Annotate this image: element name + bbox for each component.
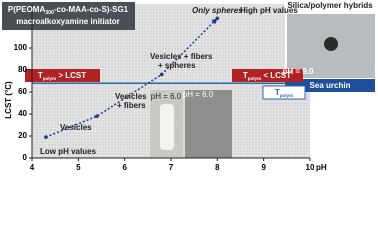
annotation: Tpolym [275, 88, 293, 98]
subscript: polym [248, 76, 261, 81]
annotation: Sea urchin [310, 81, 351, 90]
trend-line [45, 17, 218, 138]
red-box [232, 69, 303, 82]
y-tick-label: 60 [18, 87, 27, 96]
point [159, 72, 164, 77]
x-tick-label: 7 [169, 163, 174, 172]
annotation: Low pH values [40, 147, 97, 156]
annotation: High pH values [240, 6, 298, 15]
annotation-part: T [38, 71, 43, 80]
annotation: pH = 9.0 [283, 67, 314, 76]
annotation: + fibers [117, 101, 146, 110]
annotation: Tpolym < LCST [243, 71, 291, 81]
y-tick-label: 100 [14, 43, 28, 52]
annotation: P(PEOMA300-co-MAA-co-S)-SG1 [8, 5, 129, 16]
y-tick-label: 80 [18, 65, 27, 74]
y-tick-label: 40 [18, 109, 27, 118]
blue-box [262, 85, 306, 100]
subscript: polym [43, 76, 56, 81]
annotation-part: T [243, 71, 248, 80]
annotation: Vesicles [115, 92, 147, 101]
photo-tem [185, 90, 232, 158]
y-tick-label: 0 [23, 153, 28, 162]
x-tick-label: 10 [306, 163, 315, 172]
x-tick-label: 6 [122, 163, 127, 172]
point [44, 135, 48, 139]
x-tick-label: 8 [215, 163, 220, 172]
annotation: Tpolym > LCST [38, 71, 86, 81]
annotation: pH = 6.0 [151, 92, 182, 101]
x-tick-label: 4 [30, 163, 35, 172]
y-tick-label: 20 [18, 131, 27, 140]
point [95, 114, 99, 118]
annotation: pH = 6.0 [183, 90, 214, 99]
annotation: Vesicles [60, 123, 92, 132]
particle [324, 37, 338, 51]
annotation: macroalkoxyamine initiator [16, 17, 120, 26]
vial [160, 104, 174, 150]
annotation-part: P(PEOMA [8, 5, 46, 14]
subscript: polym [280, 93, 293, 98]
red-box [25, 69, 100, 82]
x-axis-label: pH [316, 163, 327, 172]
subscript: 300 [45, 10, 54, 16]
annotation: Silica/polymer hybrids [287, 1, 373, 10]
title-box [2, 2, 135, 30]
annotation-part: > LCST [56, 71, 86, 80]
annotation-part: < LCST [261, 71, 291, 80]
x-tick-label: 5 [76, 163, 81, 172]
sea-urchin-box [285, 79, 375, 92]
annotation-part: -co-MAA-co-S)-SG1 [54, 5, 129, 14]
arrow-head [211, 18, 218, 25]
annotation-part: T [275, 88, 280, 97]
y-axis-label: LCST (°C) [4, 81, 13, 119]
annotation: Vesicles + fibers [150, 52, 213, 61]
annotation: Only spheres [192, 6, 243, 15]
x-tick-label: 9 [261, 163, 266, 172]
annotation: + spheres [158, 61, 196, 70]
